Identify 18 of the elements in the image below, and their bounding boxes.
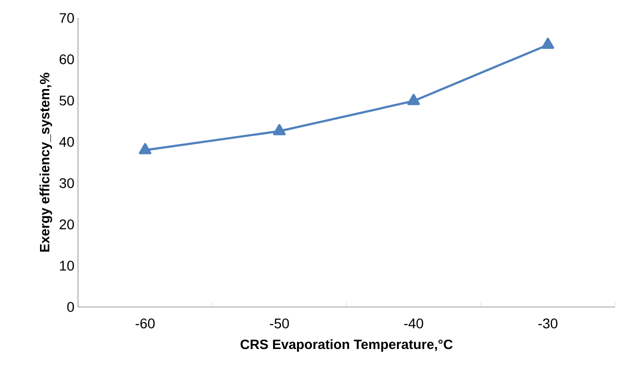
y-tick-label: 60 (60, 54, 74, 64)
y-tick-label: 10 (60, 260, 74, 271)
y-tick-label: 0 (67, 302, 74, 312)
x-tick-label: -30 (538, 318, 558, 328)
point (273, 124, 286, 136)
y-tick-label: 40 (59, 136, 74, 147)
x-tick-label: -50 (270, 318, 289, 328)
y-axis-title: Exergy efficiency_system,% (40, 72, 52, 252)
x-tick-label: -40 (404, 318, 424, 328)
x-axis-title: CRS Evaporation Temperature,°C (240, 339, 453, 352)
point (542, 38, 554, 49)
point (407, 94, 420, 106)
y-tick-label: 70 (60, 13, 74, 23)
y-tick-label: 20 (60, 219, 74, 230)
y-tick-label: 30 (59, 178, 74, 188)
y-tick-label: 50 (60, 96, 74, 106)
point (138, 143, 152, 154)
x-tick-label: -60 (136, 318, 155, 328)
